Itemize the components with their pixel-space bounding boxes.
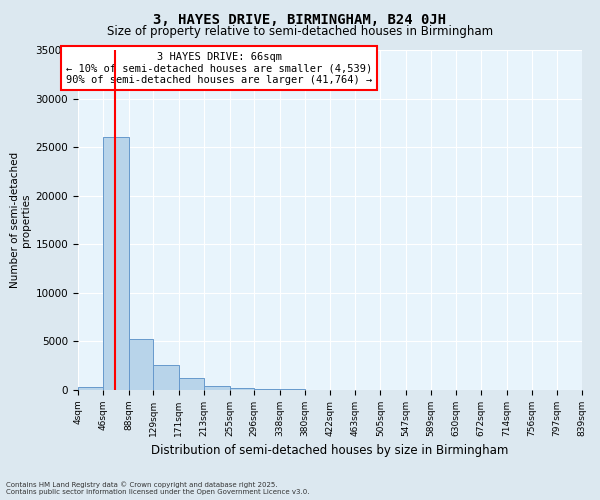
Bar [254,389,280,390]
Bar [78,387,103,390]
Text: Contains HM Land Registry data © Crown copyright and database right 2025.
Contai: Contains HM Land Registry data © Crown c… [6,482,310,495]
Bar [230,388,254,390]
Bar [129,340,154,390]
Bar [204,386,230,390]
Bar [179,378,204,390]
Text: 3, HAYES DRIVE, BIRMINGHAM, B24 0JH: 3, HAYES DRIVE, BIRMINGHAM, B24 0JH [154,12,446,26]
Bar [103,138,129,390]
Text: Size of property relative to semi-detached houses in Birmingham: Size of property relative to semi-detach… [107,25,493,38]
Bar [154,364,179,390]
Text: 3 HAYES DRIVE: 66sqm
← 10% of semi-detached houses are smaller (4,539)
90% of se: 3 HAYES DRIVE: 66sqm ← 10% of semi-detac… [66,52,372,85]
Y-axis label: Number of semi-detached
properties: Number of semi-detached properties [10,152,31,288]
X-axis label: Distribution of semi-detached houses by size in Birmingham: Distribution of semi-detached houses by … [151,444,509,458]
